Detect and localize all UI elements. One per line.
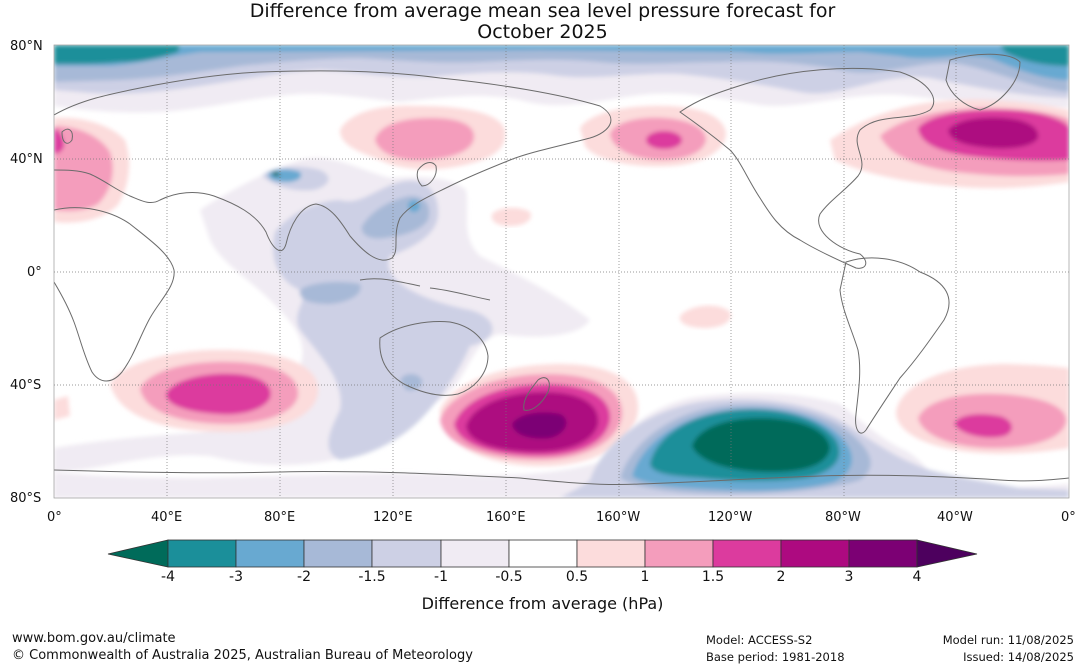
north-america-outline [679,67,935,269]
legend-tick-label: -2 [297,569,311,585]
lon-label-120w: 120°W [708,510,753,525]
legend-swatch-11 [848,539,918,568]
legend-tick-label: 0.5 [565,569,589,585]
legend-swatch-5 [440,539,510,568]
legend-swatch-4 [371,539,442,568]
footer-model-run: Model run: 11/08/2025 [942,633,1074,647]
lat-label-40s: 40°S [10,378,42,393]
lon-label-160w: 160°W [596,510,641,525]
southeast-pacific-low-anomaly [54,393,1069,498]
japan-outline [416,162,437,187]
legend-title: Difference from average (hPa) [421,594,664,613]
legend-swatch-2 [235,539,305,568]
chart-title-line1: Difference from average mean sea level p… [249,0,836,22]
legend-tick-label: 1.5 [701,569,725,585]
uk-outline [61,128,73,144]
legend-tick-label: -0.5 [495,569,523,585]
legend-swatch-3 [303,539,373,568]
footer-url[interactable]: www.bom.gov.au/climate [12,631,176,646]
north-pacific-high-anomaly [580,105,726,167]
legend-tick-label: 2 [776,569,786,585]
new-zealand-outline [523,377,550,411]
lat-label-40n: 40°N [10,152,43,167]
footer-model: Model: ACCESS-S2 [706,633,813,647]
greenland-outline [945,53,1021,111]
lat-label-80n: 80°N [10,39,43,54]
indian-ocean-high-anomaly [54,349,319,432]
footer-base-period: Base period: 1981-2018 [706,650,845,664]
south-pacific-high-anomaly [440,364,639,467]
lon-label-80w: 80°W [825,510,861,525]
legend-swatch-1 [167,539,237,568]
lon-label-40e: 40°E [151,510,183,525]
africa-outline [54,207,175,382]
lon-label-120e: 120°E [373,510,413,525]
map-area [54,45,1069,498]
lon-label-0-west: 0° [47,510,62,525]
lon-label-160e: 160°E [486,510,526,525]
lon-label-40w: 40°W [937,510,973,525]
arctic-low-anomaly [54,45,1069,113]
graticule [54,45,1069,498]
legend-tick-label: -4 [161,569,175,585]
australia-outline [379,321,489,396]
legend-arrow-high [916,539,978,568]
legend-tick-label: 3 [844,569,854,585]
indonesia-outline [359,278,491,301]
central-pacific-small-high [491,207,531,226]
antarctica-outline [54,469,1069,486]
lon-label-0-east: 0° [1061,510,1076,525]
south-america-outline [839,257,950,434]
legend-swatch-10 [780,539,850,568]
footer-issued: Issued: 14/08/2025 [963,650,1074,664]
chart-title-line2: October 2025 [477,21,608,43]
coastlines [54,53,1069,486]
legend-tick-label: 4 [912,569,922,585]
europe-asia-outline [54,70,612,261]
europe-high-anomaly [54,117,130,223]
south-atlantic-high-anomaly [896,364,1069,454]
legend-colorbar [107,539,978,568]
legend-swatch-8 [644,539,714,568]
east-pacific-small-high [679,305,731,328]
legend-swatch-9 [712,539,782,568]
lon-label-80e: 80°E [264,510,296,525]
east-asia-high-anomaly [340,105,506,170]
footer-copyright: © Commonwealth of Australia 2025, Austra… [12,648,473,663]
legend-tick-label: -1.5 [358,569,386,585]
legend-swatch-6 [508,539,578,568]
legend-swatch-7 [576,539,646,568]
lat-label-80s: 80°S [10,491,42,506]
legend-arrow-low [107,539,169,568]
legend-tick-label: -1 [434,569,448,585]
legend-tick-label: 1 [640,569,650,585]
lat-label-equator: 0° [27,265,42,280]
map-border [53,44,1070,499]
legend-tick-label: -3 [229,569,243,585]
